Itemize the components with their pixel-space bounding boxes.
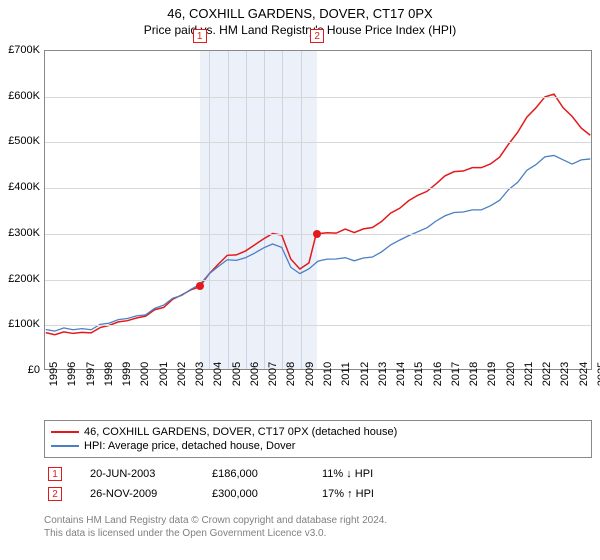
y-tick-label: £500K: [0, 135, 40, 147]
footer-line1: Contains HM Land Registry data © Crown c…: [44, 514, 592, 527]
gridline-h: [45, 142, 591, 143]
x-tick-label: 2005: [231, 362, 243, 386]
y-tick-label: £600K: [0, 90, 40, 102]
sale-point-marker: 1: [193, 29, 207, 43]
x-tick-label: 1998: [103, 362, 115, 386]
x-tick-label: 1996: [66, 362, 78, 386]
x-tick-label: 1997: [85, 362, 97, 386]
gridline-h: [45, 325, 591, 326]
footer-line2: This data is licensed under the Open Gov…: [44, 527, 592, 540]
sale-point-dot: [313, 230, 321, 238]
y-tick-label: £0: [0, 364, 40, 376]
chart-title-line1: 46, COXHILL GARDENS, DOVER, CT17 0PX: [0, 6, 600, 21]
x-tick-label: 2025: [596, 362, 600, 386]
y-tick-label: £200K: [0, 273, 40, 285]
x-tick-label: 2004: [212, 362, 224, 386]
x-tick-label: 2002: [176, 362, 188, 386]
x-tick-label: 2003: [194, 362, 206, 386]
series-line: [46, 155, 591, 331]
sale-marker-pct-1: 11% ↓ HPI: [322, 468, 402, 480]
series-line: [46, 94, 591, 335]
x-tick-label: 1999: [121, 362, 133, 386]
y-tick-label: £300K: [0, 227, 40, 239]
x-tick-label: 2014: [395, 362, 407, 386]
x-tick-label: 2019: [486, 362, 498, 386]
sale-marker-number-2: 2: [48, 487, 62, 501]
sale-point-dot: [196, 282, 204, 290]
sale-marker-date-2: 26-NOV-2009: [62, 488, 212, 500]
x-tick-label: 2009: [304, 362, 316, 386]
legend-label-series1: 46, COXHILL GARDENS, DOVER, CT17 0PX (de…: [84, 426, 397, 438]
license-footer: Contains HM Land Registry data © Crown c…: [44, 514, 592, 540]
legend-label-series2: HPI: Average price, detached house, Dove…: [84, 440, 295, 452]
x-tick-label: 2001: [158, 362, 170, 386]
sale-marker-number-1: 1: [48, 467, 62, 481]
x-tick-label: 2024: [578, 362, 590, 386]
x-tick-label: 2000: [139, 362, 151, 386]
x-tick-label: 1995: [48, 362, 60, 386]
legend-box: 46, COXHILL GARDENS, DOVER, CT17 0PX (de…: [44, 420, 592, 458]
sale-marker-row-1: 1 20-JUN-2003 £186,000 11% ↓ HPI: [44, 464, 592, 484]
x-tick-label: 2020: [505, 362, 517, 386]
title-block: 46, COXHILL GARDENS, DOVER, CT17 0PX Pri…: [0, 0, 600, 37]
sale-point-marker: 2: [310, 29, 324, 43]
x-tick-label: 2013: [377, 362, 389, 386]
x-tick-label: 2008: [285, 362, 297, 386]
chart-container: 46, COXHILL GARDENS, DOVER, CT17 0PX Pri…: [0, 0, 600, 560]
gridline-h: [45, 188, 591, 189]
legend-item-series2: HPI: Average price, detached house, Dove…: [51, 439, 585, 453]
x-tick-label: 2006: [249, 362, 261, 386]
y-tick-label: £400K: [0, 181, 40, 193]
x-tick-label: 2017: [450, 362, 462, 386]
sale-markers-table: 1 20-JUN-2003 £186,000 11% ↓ HPI 2 26-NO…: [44, 464, 592, 504]
x-tick-label: 2018: [468, 362, 480, 386]
legend-swatch-series1: [51, 431, 79, 433]
x-tick-label: 2016: [432, 362, 444, 386]
sale-marker-row-2: 2 26-NOV-2009 £300,000 17% ↑ HPI: [44, 484, 592, 504]
x-tick-label: 2023: [559, 362, 571, 386]
y-tick-label: £100K: [0, 318, 40, 330]
legend-swatch-series2: [51, 445, 79, 447]
sale-marker-pct-2: 17% ↑ HPI: [322, 488, 402, 500]
x-tick-label: 2015: [413, 362, 425, 386]
chart-svg: [45, 51, 591, 369]
x-tick-label: 2022: [541, 362, 553, 386]
sale-marker-date-1: 20-JUN-2003: [62, 468, 212, 480]
sale-marker-price-1: £186,000: [212, 468, 322, 480]
legend-item-series1: 46, COXHILL GARDENS, DOVER, CT17 0PX (de…: [51, 425, 585, 439]
x-tick-label: 2010: [322, 362, 334, 386]
sale-marker-price-2: £300,000: [212, 488, 322, 500]
x-tick-label: 2011: [340, 362, 352, 386]
gridline-h: [45, 280, 591, 281]
chart-title-line2: Price paid vs. HM Land Registry's House …: [0, 23, 600, 37]
x-tick-label: 2021: [523, 362, 535, 386]
y-tick-label: £700K: [0, 44, 40, 56]
gridline-h: [45, 97, 591, 98]
plot-area: 12: [44, 50, 592, 370]
x-tick-label: 2012: [359, 362, 371, 386]
x-tick-label: 2007: [267, 362, 279, 386]
